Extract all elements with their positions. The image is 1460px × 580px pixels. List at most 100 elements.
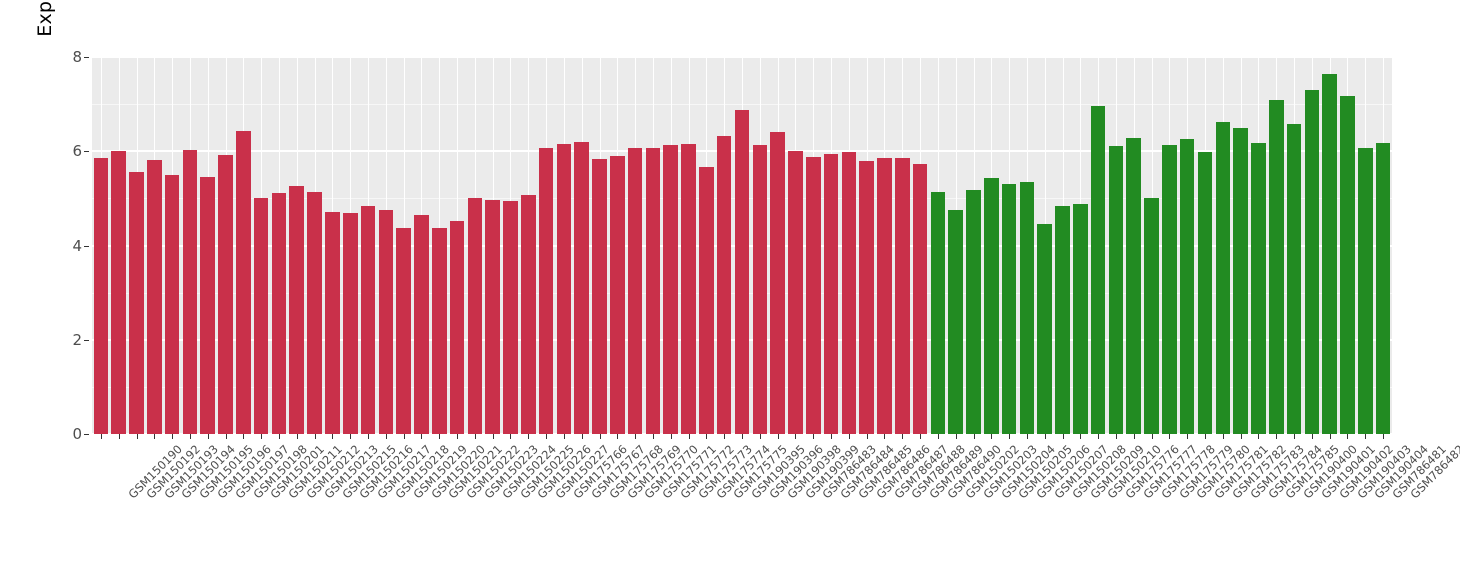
bar [360, 205, 376, 434]
bar [1108, 146, 1124, 434]
y-tick-mark [84, 434, 89, 435]
x-tick-mark [973, 434, 975, 439]
bar [592, 158, 607, 434]
x-tick-mark [563, 434, 565, 439]
x-tick-mark [1329, 434, 1331, 439]
bar [1197, 151, 1213, 434]
bar [182, 150, 198, 434]
x-tick-mark [920, 434, 922, 439]
bar [1073, 203, 1088, 434]
x-tick-mark [902, 434, 904, 439]
bar [129, 172, 144, 434]
x-tick-mark [207, 434, 209, 439]
y-tick-mark [84, 151, 89, 153]
x-tick-mark [1151, 434, 1153, 439]
bar [948, 209, 963, 434]
bar [1019, 182, 1035, 434]
x-tick-mark [724, 434, 726, 439]
x-tick-mark [439, 434, 441, 439]
x-tick-mark [1044, 434, 1046, 439]
bar [307, 191, 322, 434]
x-tick-mark [795, 434, 797, 439]
bar [200, 176, 216, 434]
x-tick-mark [635, 434, 637, 439]
bar [1286, 123, 1302, 434]
bar [1144, 198, 1159, 434]
x-tick-mark [1258, 434, 1260, 439]
bar [1055, 205, 1070, 434]
y-tick-label: 4 [72, 236, 82, 255]
bar [1251, 142, 1266, 434]
x-tick-mark [706, 434, 708, 439]
x-tick-mark [332, 434, 334, 439]
bar [681, 144, 696, 434]
x-tick-mark [261, 434, 263, 439]
bar [912, 163, 928, 434]
x-tick-mark [1187, 434, 1189, 439]
x-tick-mark [1009, 434, 1011, 439]
x-tick-mark [759, 434, 761, 439]
bar [1037, 224, 1053, 434]
bar [734, 109, 750, 434]
bar [805, 156, 821, 434]
y-tick-label: 0 [72, 425, 82, 443]
y-tick-mark [84, 57, 89, 58]
x-tick-mark [350, 434, 352, 439]
bar [823, 153, 839, 434]
x-tick-mark [243, 434, 245, 439]
x-tick-mark [403, 434, 405, 439]
x-tick-mark [937, 434, 939, 439]
bar [538, 147, 554, 434]
y-tick-label: 2 [72, 330, 82, 349]
bar [1268, 100, 1284, 434]
bar [1090, 105, 1106, 434]
x-tick-mark [457, 434, 459, 439]
bar [1322, 73, 1337, 434]
x-tick-mark [421, 434, 423, 439]
bar [788, 150, 803, 434]
bar [574, 141, 590, 434]
x-tick-mark [528, 434, 530, 439]
bar [859, 160, 874, 434]
bar [378, 209, 394, 434]
bar [770, 132, 785, 434]
x-tick-mark [1169, 434, 1171, 439]
bar [930, 192, 946, 434]
bar [396, 227, 411, 434]
bar [503, 200, 518, 434]
bar [1375, 143, 1391, 434]
bar [218, 154, 233, 434]
x-tick-mark [670, 434, 672, 439]
x-tick-mark [368, 434, 370, 439]
x-tick-mark [688, 434, 690, 439]
x-tick-mark [1098, 434, 1100, 439]
x-tick-mark [884, 434, 886, 439]
bar [645, 147, 661, 434]
x-tick-mark [1133, 434, 1135, 439]
y-tick-mark [84, 339, 89, 341]
x-tick-mark [1347, 434, 1349, 439]
x-tick-mark [831, 434, 833, 439]
x-tick-mark [1115, 434, 1117, 439]
bar [716, 135, 732, 434]
bar [271, 192, 287, 434]
bar [164, 174, 180, 434]
bar [485, 199, 500, 434]
x-tick-mark [1383, 434, 1385, 439]
bar [610, 156, 625, 434]
bar [111, 150, 126, 434]
bar [467, 198, 483, 434]
bar [556, 143, 572, 434]
bar [1001, 184, 1017, 434]
bar [1357, 147, 1373, 434]
x-tick-mark [652, 434, 654, 439]
x-tick-mark [510, 434, 512, 439]
bar-series [92, 57, 1392, 434]
x-tick-mark [225, 434, 227, 439]
bar [752, 144, 768, 434]
bar [699, 167, 714, 434]
x-tick-mark [742, 434, 743, 439]
bar [342, 212, 358, 434]
bar [841, 152, 857, 434]
